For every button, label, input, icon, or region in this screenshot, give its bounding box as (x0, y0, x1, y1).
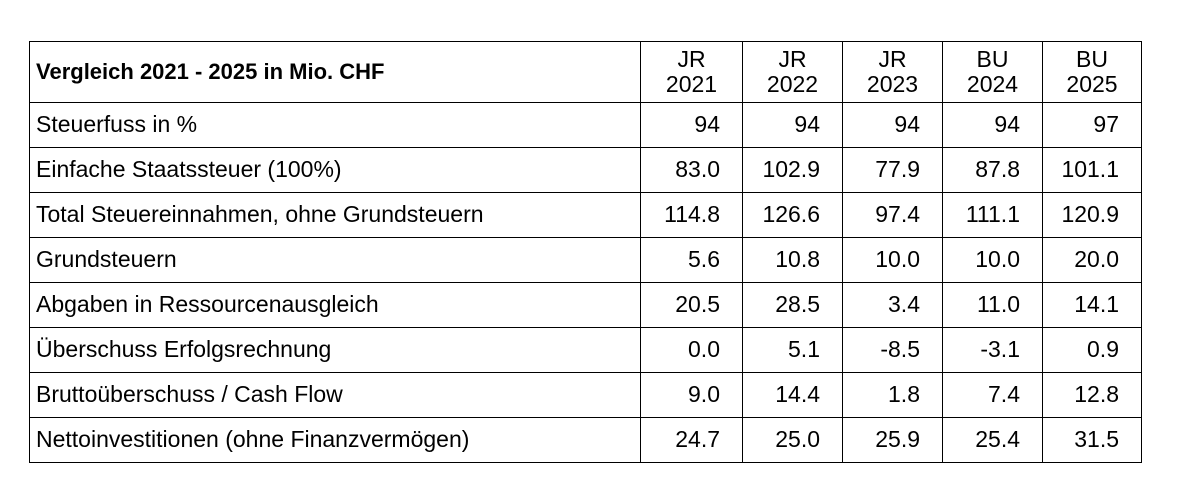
table-cell: 97 (1042, 102, 1142, 148)
table-cell: 31.5 (1042, 417, 1142, 463)
column-header-2023: JR 2023 (842, 41, 943, 103)
column-header-2024: BU 2024 (942, 41, 1043, 103)
table-cell: 114.8 (640, 192, 743, 238)
table-cell: 25.9 (842, 417, 943, 463)
row-label: Nettoinvestitionen (ohne Finanzvermögen) (29, 417, 641, 463)
table-cell: 12.8 (1042, 372, 1142, 418)
column-header-2022: JR 2022 (742, 41, 843, 103)
table-cell: 5.1 (742, 327, 843, 373)
table-cell: 0.9 (1042, 327, 1142, 373)
table-cell: 111.1 (942, 192, 1043, 238)
column-type: JR (778, 45, 807, 72)
table-title: Vergleich 2021 - 2025 in Mio. CHF (29, 41, 641, 103)
table-cell: 94 (742, 102, 843, 148)
column-type: JR (878, 45, 907, 72)
table-cell: 120.9 (1042, 192, 1142, 238)
table-cell: 9.0 (640, 372, 743, 418)
column-year: 2025 (1066, 71, 1118, 97)
table-cell: 94 (842, 102, 943, 148)
column-type: JR (677, 45, 706, 72)
table-cell: 77.9 (842, 147, 943, 193)
table-cell: 25.4 (942, 417, 1043, 463)
column-year: 2024 (966, 71, 1019, 97)
table-cell: 11.0 (942, 282, 1043, 328)
table-cell: 10.0 (842, 237, 943, 283)
row-label: Grundsteuern (29, 237, 641, 283)
table-cell: 10.0 (942, 237, 1043, 283)
table-cell: 28.5 (742, 282, 843, 328)
column-header-2021: JR 2021 (640, 41, 743, 103)
table-cell: 126.6 (742, 192, 843, 238)
table-cell: 83.0 (640, 147, 743, 193)
table-row: Bruttoüberschuss / Cash Flow 9.0 14.4 1.… (29, 372, 1142, 418)
table-row: Einfache Staatssteuer (100%) 83.0 102.9 … (29, 147, 1142, 193)
table-cell: 14.4 (742, 372, 843, 418)
table-row: Überschuss Erfolgsrechnung 0.0 5.1 -8.5 … (29, 327, 1142, 373)
table-cell: 101.1 (1042, 147, 1142, 193)
table-cell: 5.6 (640, 237, 743, 283)
table-cell: 25.0 (742, 417, 843, 463)
row-label: Steuerfuss in % (29, 102, 641, 148)
comparison-table: Vergleich 2021 - 2025 in Mio. CHF JR 202… (29, 41, 1142, 463)
table-cell: 24.7 (640, 417, 743, 463)
table-cell: 97.4 (842, 192, 943, 238)
table-cell: -3.1 (942, 327, 1043, 373)
column-type: BU (1076, 45, 1108, 72)
table-cell: 1.8 (842, 372, 943, 418)
table-cell: 20.5 (640, 282, 743, 328)
header-row: Vergleich 2021 - 2025 in Mio. CHF JR 202… (29, 41, 1142, 103)
table-cell: 10.8 (742, 237, 843, 283)
table-cell: -8.5 (842, 327, 943, 373)
column-year: 2021 (665, 71, 718, 97)
table-cell: 87.8 (942, 147, 1043, 193)
table-cell: 102.9 (742, 147, 843, 193)
column-year: 2023 (866, 71, 919, 97)
row-label: Abgaben in Ressourcenausgleich (29, 282, 641, 328)
table-row: Total Steuereinnahmen, ohne Grundsteuern… (29, 192, 1142, 238)
table-row: Grundsteuern 5.6 10.8 10.0 10.0 20.0 (29, 237, 1142, 283)
table-row: Nettoinvestitionen (ohne Finanzvermögen)… (29, 417, 1142, 463)
table-cell: 20.0 (1042, 237, 1142, 283)
table-row: Abgaben in Ressourcenausgleich 20.5 28.5… (29, 282, 1142, 328)
column-year: 2022 (766, 71, 819, 97)
column-header-2025: BU 2025 (1042, 41, 1142, 103)
table-cell: 94 (942, 102, 1043, 148)
row-label: Einfache Staatssteuer (100%) (29, 147, 641, 193)
table-cell: 3.4 (842, 282, 943, 328)
row-label: Bruttoüberschuss / Cash Flow (29, 372, 641, 418)
row-label: Total Steuereinnahmen, ohne Grundsteuern (29, 192, 641, 238)
table-cell: 94 (640, 102, 743, 148)
row-label: Überschuss Erfolgsrechnung (29, 327, 641, 373)
table-row: Steuerfuss in % 94 94 94 94 97 (29, 102, 1142, 148)
table-cell: 7.4 (942, 372, 1043, 418)
table-cell: 0.0 (640, 327, 743, 373)
table-cell: 14.1 (1042, 282, 1142, 328)
column-type: BU (976, 45, 1009, 72)
